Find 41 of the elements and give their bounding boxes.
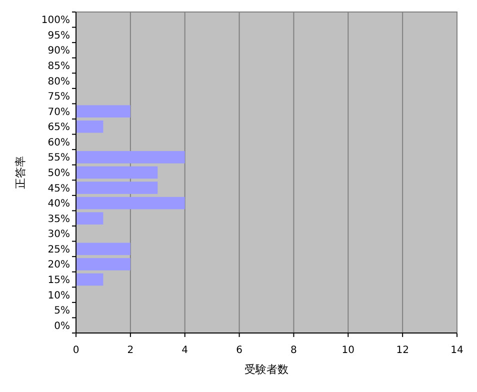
x-tick-label: 4 bbox=[182, 345, 188, 356]
y-tick-label: 15% bbox=[48, 275, 70, 286]
bar bbox=[76, 166, 158, 179]
x-tick-label: 12 bbox=[396, 345, 409, 356]
y-tick-label: 85% bbox=[48, 61, 70, 72]
bar bbox=[76, 212, 104, 224]
y-tick-label: 50% bbox=[48, 168, 70, 179]
bar bbox=[76, 182, 158, 194]
y-tick-label: 75% bbox=[48, 92, 70, 103]
bar bbox=[76, 196, 185, 210]
x-tick-label: 8 bbox=[290, 345, 297, 356]
y-tick-label: 95% bbox=[48, 30, 70, 42]
bar bbox=[76, 151, 185, 164]
bar bbox=[76, 105, 130, 118]
y-tick-label: 90% bbox=[48, 46, 70, 57]
y-tick-label: 65% bbox=[48, 122, 70, 134]
y-axis-title: 正答率 bbox=[14, 156, 27, 189]
bar bbox=[76, 258, 130, 270]
y-tick-label: 30% bbox=[48, 229, 70, 240]
x-tick-label: 2 bbox=[127, 345, 134, 356]
x-tick-label: 14 bbox=[450, 345, 464, 356]
y-tick-label: 5% bbox=[54, 306, 70, 317]
bar bbox=[76, 120, 104, 133]
x-axis-title: 受験者数 bbox=[244, 363, 288, 376]
y-tick-label: 40% bbox=[48, 198, 70, 210]
y-tick-label: 55% bbox=[48, 152, 70, 164]
y-tick-label: 25% bbox=[48, 244, 70, 256]
y-tick-label: 45% bbox=[48, 183, 70, 194]
y-tick-label: 20% bbox=[48, 260, 70, 271]
bar bbox=[76, 242, 130, 256]
x-tick-label: 10 bbox=[342, 345, 355, 356]
y-tick-label: 10% bbox=[48, 290, 70, 302]
y-tick-label: 35% bbox=[48, 214, 70, 225]
x-tick-label: 0 bbox=[72, 345, 80, 356]
x-tick-label: 6 bbox=[236, 345, 242, 356]
bar bbox=[76, 273, 104, 286]
y-tick-label: 100% bbox=[41, 15, 70, 26]
y-tick-label: 70% bbox=[48, 106, 70, 118]
y-tick-label: 60% bbox=[48, 137, 70, 148]
y-tick-label: 0% bbox=[54, 320, 70, 332]
y-tick-label: 80% bbox=[48, 76, 70, 88]
